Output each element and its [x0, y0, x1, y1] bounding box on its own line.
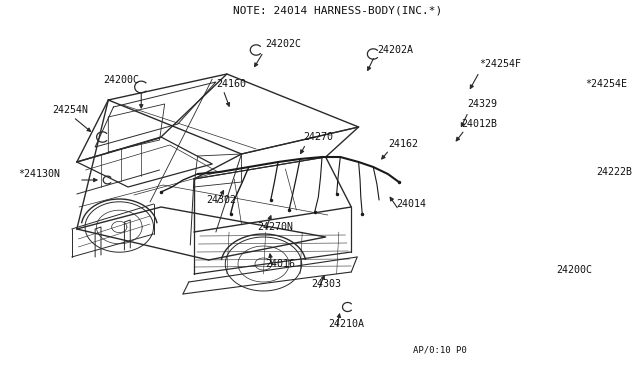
Text: 24202C: 24202C: [266, 39, 301, 49]
Text: 24303: 24303: [311, 279, 341, 289]
Text: AP/0:10 P0: AP/0:10 P0: [413, 346, 467, 355]
Text: 24012B: 24012B: [461, 119, 497, 129]
Text: 24210A: 24210A: [328, 319, 364, 329]
Text: NOTE: 24014 HARNESS-BODY(INC.*): NOTE: 24014 HARNESS-BODY(INC.*): [233, 5, 442, 15]
Text: 24202A: 24202A: [377, 45, 413, 55]
Text: 24222B: 24222B: [596, 167, 632, 177]
Text: 24302: 24302: [206, 195, 236, 205]
Text: 24014: 24014: [397, 199, 427, 209]
Text: *24254F: *24254F: [479, 59, 522, 69]
Text: 24016: 24016: [265, 259, 295, 269]
Text: 24160: 24160: [216, 79, 246, 89]
Text: 24270: 24270: [304, 132, 333, 142]
Text: 24162: 24162: [388, 139, 418, 149]
Text: *24254E: *24254E: [586, 79, 627, 89]
Text: 24329: 24329: [467, 99, 497, 109]
Text: 24200C: 24200C: [103, 75, 139, 85]
Text: 24200C: 24200C: [556, 265, 592, 275]
Text: 24270N: 24270N: [258, 222, 294, 232]
Text: 24254N: 24254N: [52, 105, 89, 115]
Text: *24130N: *24130N: [19, 169, 60, 179]
